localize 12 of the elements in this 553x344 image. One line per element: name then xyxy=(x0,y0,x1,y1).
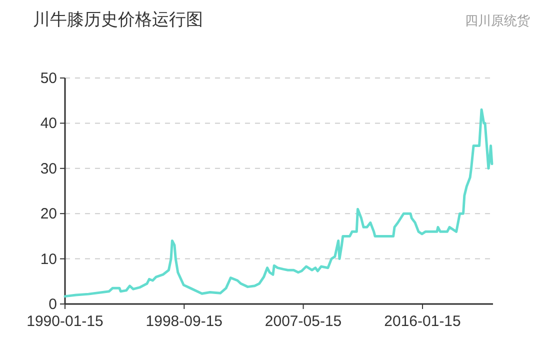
xtick: 1990-01-15 xyxy=(26,313,104,330)
ytick: 0 xyxy=(48,296,57,313)
ytick: 50 xyxy=(40,70,57,87)
subtitle: 四川原统货 xyxy=(465,13,530,28)
ytick: 20 xyxy=(40,206,57,223)
xtick: 2007-05-15 xyxy=(264,313,342,330)
xtick: 1998-09-15 xyxy=(146,313,223,330)
xtick: 2016-01-15 xyxy=(384,313,461,330)
title: 川牛膝历史价格运行图 xyxy=(33,10,203,29)
ytick: 40 xyxy=(40,115,57,132)
ytick: 30 xyxy=(40,160,57,178)
ytick: 10 xyxy=(40,250,57,268)
